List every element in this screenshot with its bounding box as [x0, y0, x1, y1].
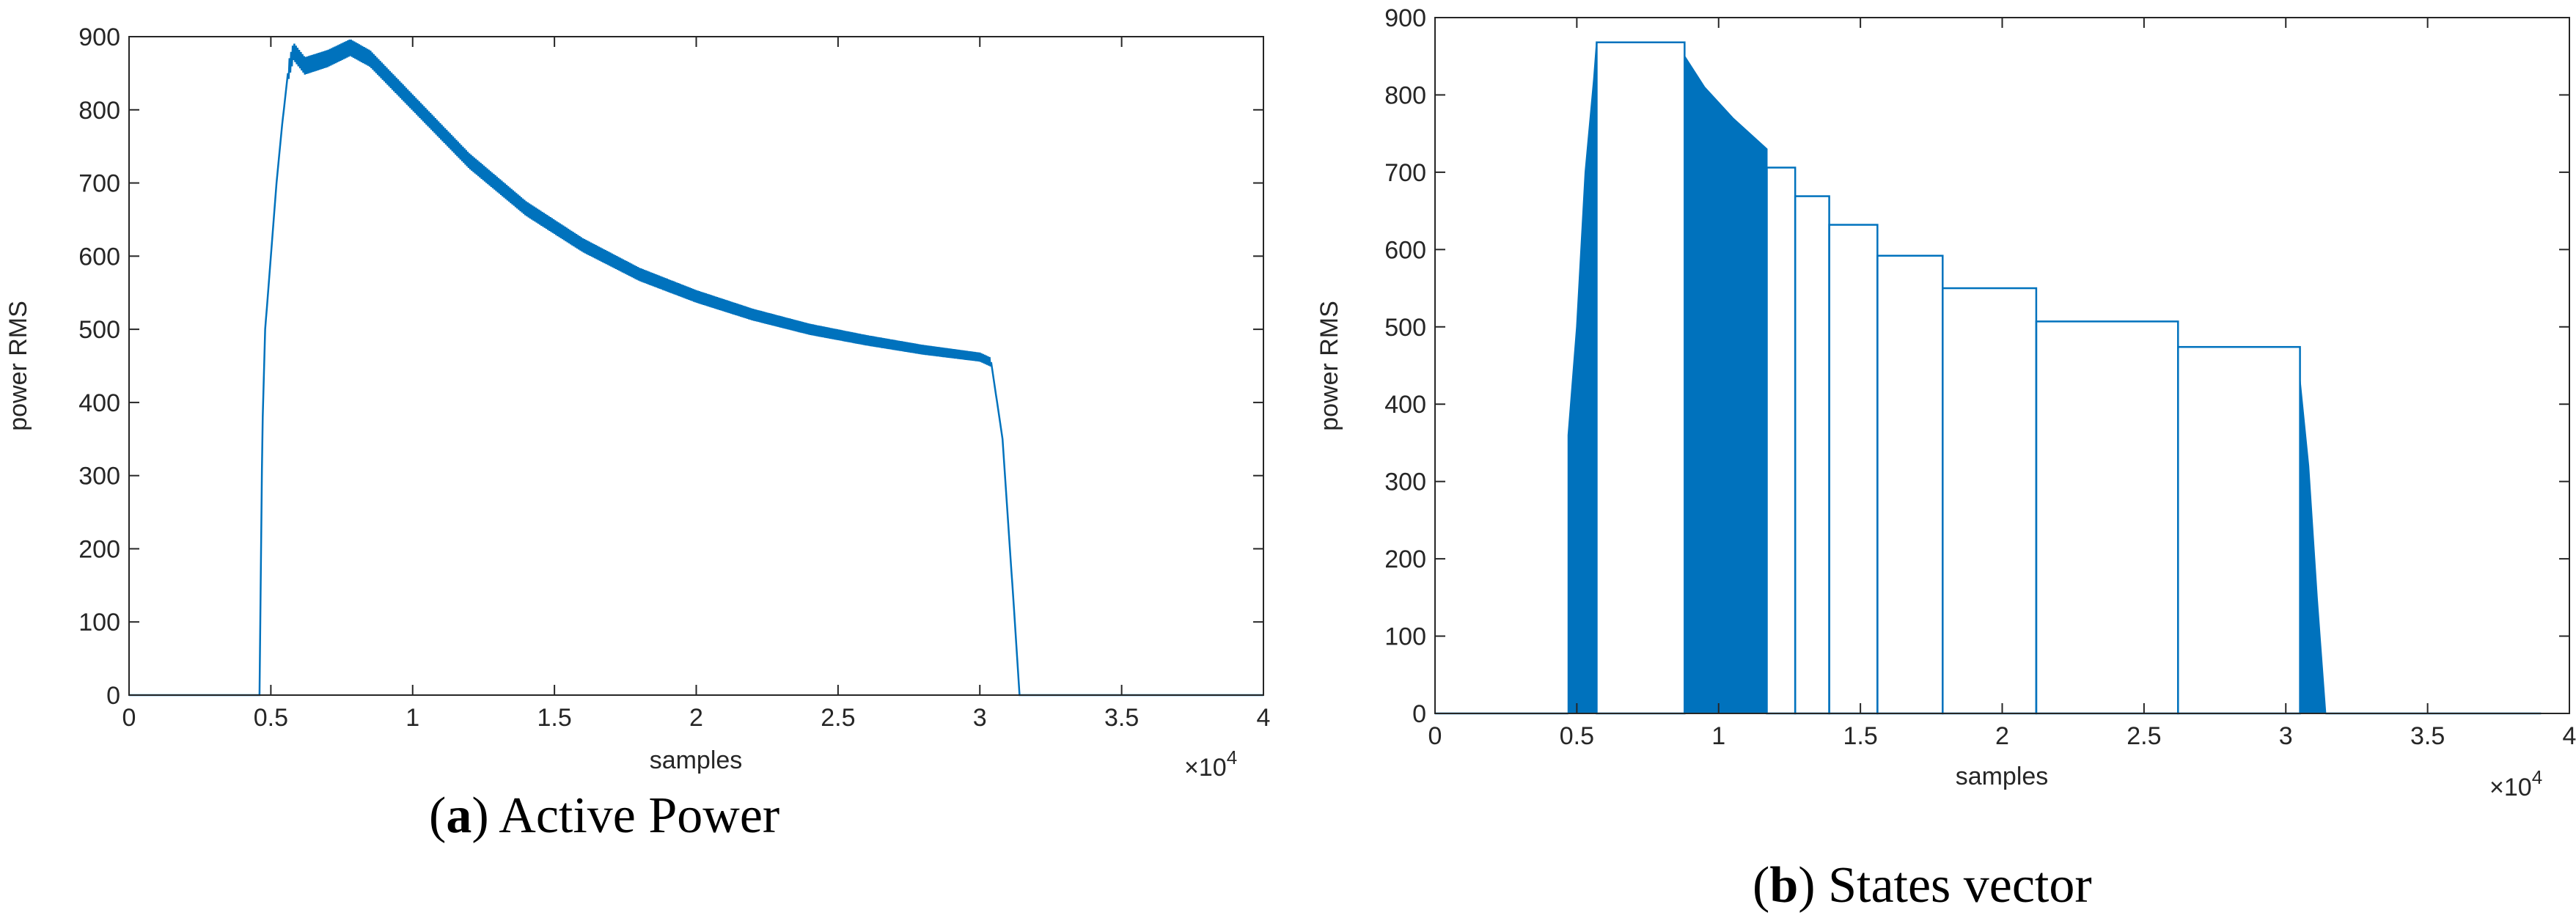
chart-a-xtick-label: 0 — [122, 704, 136, 732]
chart-b-xtick-label: 0.5 — [1560, 722, 1594, 750]
chart-b-ytick-label: 900 — [1384, 4, 1426, 32]
chart-b-xtick-label: 0 — [1428, 722, 1442, 750]
chart-b-caption-text: States vector — [1828, 857, 2092, 914]
chart-b-xtick-label: 2.5 — [2127, 722, 2161, 750]
chart-b-x-exponent-base: ×10 — [2489, 774, 2532, 801]
chart-a-ytick-label: 0 — [106, 682, 120, 710]
chart-a-xlabel: samples — [650, 746, 743, 774]
chart-b-ytick-label: 0 — [1412, 700, 1426, 728]
chart-a-ytick-label: 300 — [78, 463, 120, 491]
chart-b-ytick-label: 200 — [1384, 546, 1426, 573]
chart-a-ytick-label: 700 — [78, 170, 120, 198]
chart-a-x-exponent-power: 4 — [1227, 746, 1237, 768]
chart-a-xtick-label: 3 — [973, 704, 987, 732]
chart-a-xtick-label: 1.5 — [537, 704, 571, 732]
chart-a-ytick-label: 400 — [78, 389, 120, 417]
chart-a-x-exponent: ×104 — [1184, 746, 1237, 782]
chart-a-xtick-label: 0.5 — [254, 704, 288, 732]
chart-a-ylabel: power RMS — [4, 301, 32, 431]
chart-b-ytick-label: 800 — [1384, 81, 1426, 109]
chart-a-caption-letter: a — [446, 787, 471, 844]
chart-b: 0 0.5 1 1.5 2 2.5 3 3.5 4 0 100 200 300 400 500 600 700 8… — [1315, 4, 2576, 914]
chart-b-xtick-label: 1 — [1711, 722, 1725, 750]
chart-a-xtick-label: 4 — [1257, 704, 1271, 732]
chart-b-plot-area — [1435, 18, 2569, 713]
chart-a-xtick-label: 2.5 — [821, 704, 855, 732]
chart-a-ticks: 0 0.5 1 1.5 2 2.5 3 3.5 4 0 100 200 300 400 500 600 700 8… — [78, 23, 1270, 732]
chart-b-caption-letter: b — [1769, 857, 1798, 914]
chart-b-ytick-label: 300 — [1384, 469, 1426, 496]
chart-b-xtick-label: 4 — [2563, 722, 2576, 750]
chart-b-ytick-label: 400 — [1384, 391, 1426, 419]
chart-b-ylabel: power RMS — [1315, 301, 1343, 431]
chart-a: 0 0.5 1 1.5 2 2.5 3 3.5 4 0 100 200 300 400 500 600 700 8… — [4, 23, 1270, 844]
chart-b-xtick-label: 3 — [2279, 722, 2293, 750]
chart-b-filled-region — [1684, 54, 1768, 714]
chart-a-x-exponent-base: ×10 — [1184, 754, 1227, 782]
chart-b-ytick-label: 600 — [1384, 236, 1426, 264]
chart-a-caption: (a) Active Power — [429, 787, 779, 844]
chart-a-ytick-label: 600 — [78, 243, 120, 271]
chart-a-xtick-label: 3.5 — [1104, 704, 1139, 732]
chart-b-ytick-label: 700 — [1384, 159, 1426, 187]
chart-a-ytick-label: 900 — [78, 23, 120, 51]
chart-b-ticks: 0 0.5 1 1.5 2 2.5 3 3.5 4 0 100 200 300 400 500 600 700 8… — [1384, 4, 2576, 750]
chart-a-ytick-label: 100 — [78, 609, 120, 636]
chart-b-caption: (b) States vector — [1753, 857, 2092, 914]
chart-a-xtick-label: 2 — [689, 704, 703, 732]
chart-a-ytick-label: 200 — [78, 535, 120, 563]
chart-b-xtick-label: 3.5 — [2410, 722, 2445, 750]
chart-b-x-exponent-power: 4 — [2532, 766, 2542, 788]
chart-b-ytick-label: 500 — [1384, 314, 1426, 342]
chart-b-x-exponent: ×104 — [2489, 766, 2542, 801]
chart-a-xtick-label: 1 — [406, 704, 419, 732]
chart-b-marks — [1435, 41, 2542, 715]
chart-a-ytick-label: 500 — [78, 316, 120, 344]
chart-b-xlabel: samples — [1956, 763, 2049, 790]
chart-a-plot-area — [129, 37, 1263, 695]
chart-b-xtick-label: 1.5 — [1843, 722, 1877, 750]
chart-b-ytick-label: 100 — [1384, 623, 1426, 651]
chart-a-ytick-label: 800 — [78, 97, 120, 125]
chart-b-xtick-label: 2 — [1995, 722, 2009, 750]
chart-a-caption-text: Active Power — [499, 787, 779, 844]
